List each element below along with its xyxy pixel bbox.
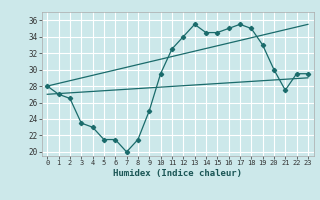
X-axis label: Humidex (Indice chaleur): Humidex (Indice chaleur) <box>113 169 242 178</box>
